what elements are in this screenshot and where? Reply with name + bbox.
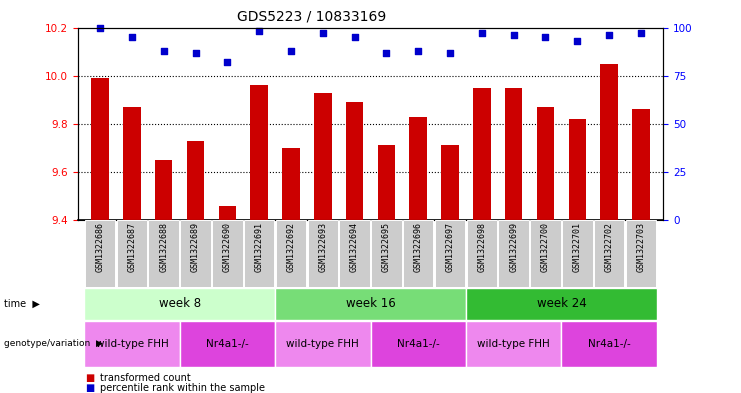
Text: ■: ■ — [85, 383, 94, 393]
Point — [317, 30, 329, 37]
Text: GSM1322692: GSM1322692 — [287, 222, 296, 272]
Point — [444, 50, 456, 56]
Bar — [600, 64, 618, 220]
Text: Nr4a1-/-: Nr4a1-/- — [397, 339, 439, 349]
Bar — [180, 220, 210, 287]
Bar — [370, 321, 466, 367]
Bar — [536, 107, 554, 220]
Text: week 16: week 16 — [345, 297, 396, 310]
Bar — [155, 160, 173, 220]
Text: GSM1322698: GSM1322698 — [477, 222, 486, 272]
Point — [190, 50, 202, 56]
Point — [158, 48, 170, 54]
Bar — [282, 148, 299, 220]
Bar — [499, 220, 529, 287]
Bar — [442, 145, 459, 220]
Text: time  ▶: time ▶ — [4, 299, 39, 309]
Text: genotype/variation  ▶: genotype/variation ▶ — [4, 340, 102, 348]
Bar — [219, 206, 236, 220]
Text: GSM1322699: GSM1322699 — [509, 222, 518, 272]
Text: GSM1322687: GSM1322687 — [127, 222, 136, 272]
Text: week 8: week 8 — [159, 297, 201, 310]
Point — [380, 50, 392, 56]
Text: GSM1322690: GSM1322690 — [223, 222, 232, 272]
Point — [508, 32, 519, 39]
Bar — [562, 220, 593, 287]
Bar — [314, 92, 331, 220]
Text: wild-type FHH: wild-type FHH — [477, 339, 550, 349]
Bar — [346, 102, 363, 220]
Bar — [212, 220, 242, 287]
Bar — [625, 220, 657, 287]
Bar — [187, 141, 205, 220]
Text: GSM1322703: GSM1322703 — [637, 222, 645, 272]
Text: GDS5223 / 10833169: GDS5223 / 10833169 — [236, 10, 386, 24]
Point — [222, 59, 233, 65]
Bar — [473, 88, 491, 220]
Text: GSM1322696: GSM1322696 — [413, 222, 422, 272]
Text: GSM1322686: GSM1322686 — [96, 222, 104, 272]
Point — [285, 48, 297, 54]
Bar — [435, 220, 465, 287]
Bar — [403, 220, 433, 287]
Bar — [505, 88, 522, 220]
Text: GSM1322700: GSM1322700 — [541, 222, 550, 272]
Bar — [123, 107, 141, 220]
Text: GSM1322694: GSM1322694 — [350, 222, 359, 272]
Point — [635, 30, 647, 37]
Point — [539, 34, 551, 40]
Bar — [632, 109, 650, 220]
Text: GSM1322689: GSM1322689 — [191, 222, 200, 272]
Text: GSM1322697: GSM1322697 — [445, 222, 454, 272]
Bar — [148, 220, 179, 287]
Point — [94, 24, 106, 31]
Bar — [244, 220, 274, 287]
Bar — [116, 220, 147, 287]
Text: GSM1322691: GSM1322691 — [255, 222, 264, 272]
Bar — [371, 220, 402, 287]
Bar — [466, 288, 657, 320]
Bar — [275, 288, 466, 320]
Bar — [276, 220, 306, 287]
Point — [412, 48, 424, 54]
Bar — [466, 321, 562, 367]
Point — [253, 28, 265, 35]
Bar — [531, 220, 561, 287]
Text: GSM1322702: GSM1322702 — [605, 222, 614, 272]
Text: Nr4a1-/-: Nr4a1-/- — [206, 339, 249, 349]
Bar — [84, 288, 275, 320]
Bar — [594, 220, 625, 287]
Text: ■: ■ — [85, 373, 94, 383]
Point — [603, 32, 615, 39]
Text: percentile rank within the sample: percentile rank within the sample — [100, 383, 265, 393]
Point — [571, 38, 583, 44]
Text: transformed count: transformed count — [100, 373, 190, 383]
Text: wild-type FHH: wild-type FHH — [287, 339, 359, 349]
Bar — [84, 220, 116, 287]
Text: GSM1322701: GSM1322701 — [573, 222, 582, 272]
Bar — [467, 220, 497, 287]
Bar — [250, 85, 268, 220]
Text: GSM1322688: GSM1322688 — [159, 222, 168, 272]
Text: wild-type FHH: wild-type FHH — [96, 339, 168, 349]
Bar — [91, 78, 109, 220]
Bar — [308, 220, 338, 287]
Text: GSM1322695: GSM1322695 — [382, 222, 391, 272]
Point — [476, 30, 488, 37]
Bar — [275, 321, 370, 367]
Text: week 24: week 24 — [536, 297, 586, 310]
Bar — [339, 220, 370, 287]
Bar — [84, 321, 179, 367]
Text: GSM1322693: GSM1322693 — [319, 222, 328, 272]
Point — [349, 34, 361, 40]
Bar — [562, 321, 657, 367]
Bar — [179, 321, 275, 367]
Point — [126, 34, 138, 40]
Text: Nr4a1-/-: Nr4a1-/- — [588, 339, 631, 349]
Bar — [568, 119, 586, 220]
Bar — [410, 117, 427, 220]
Bar — [378, 145, 395, 220]
